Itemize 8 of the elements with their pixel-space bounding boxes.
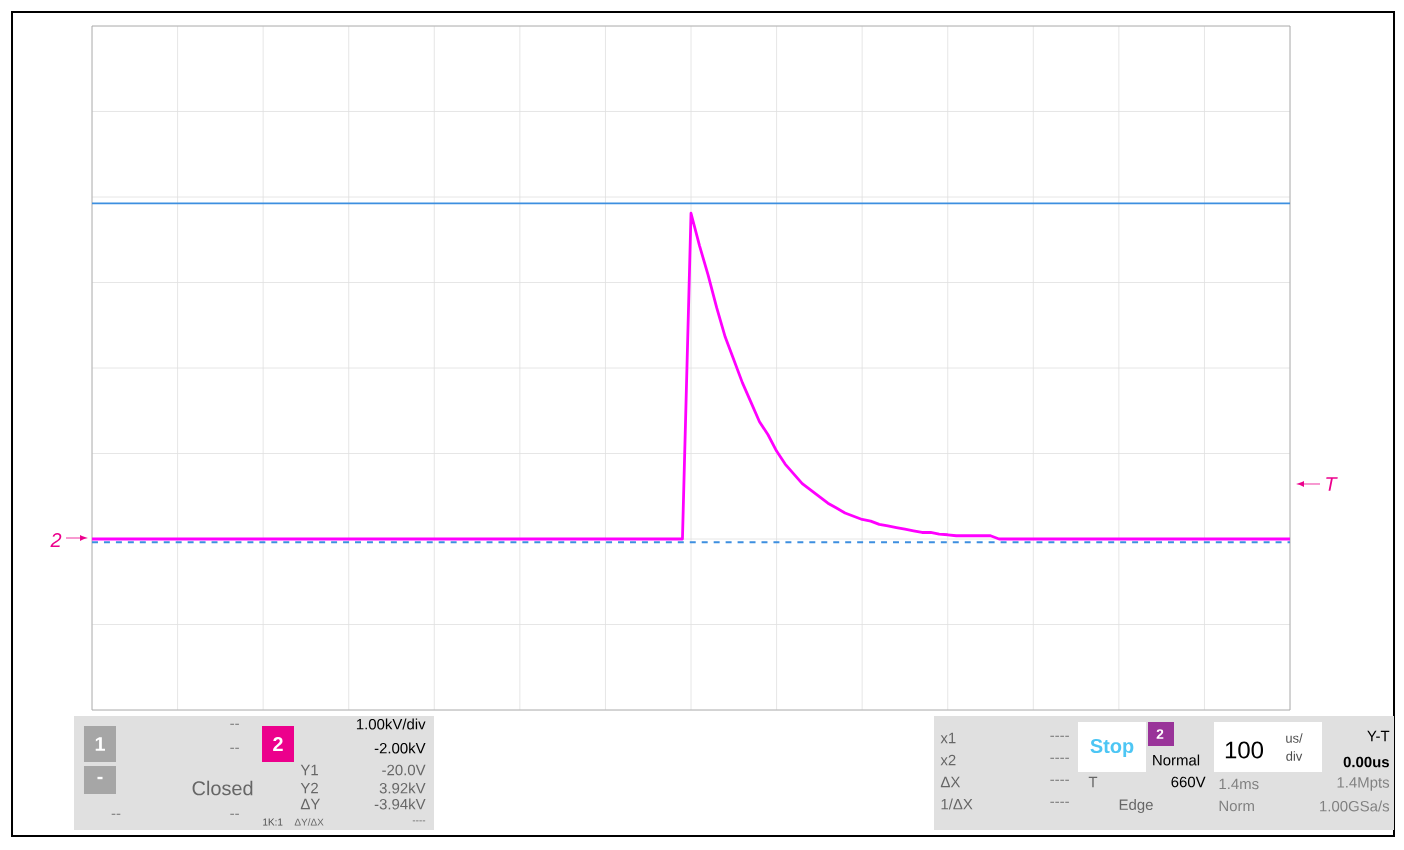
text: Stop <box>1090 738 1134 758</box>
text: Closed <box>192 780 253 796</box>
text: - <box>97 776 103 780</box>
text: T <box>1326 477 1338 491</box>
text: 1 <box>95 737 105 751</box>
text: 2 <box>50 533 62 547</box>
text: 100 <box>1225 741 1264 759</box>
text: 2 <box>273 737 283 751</box>
